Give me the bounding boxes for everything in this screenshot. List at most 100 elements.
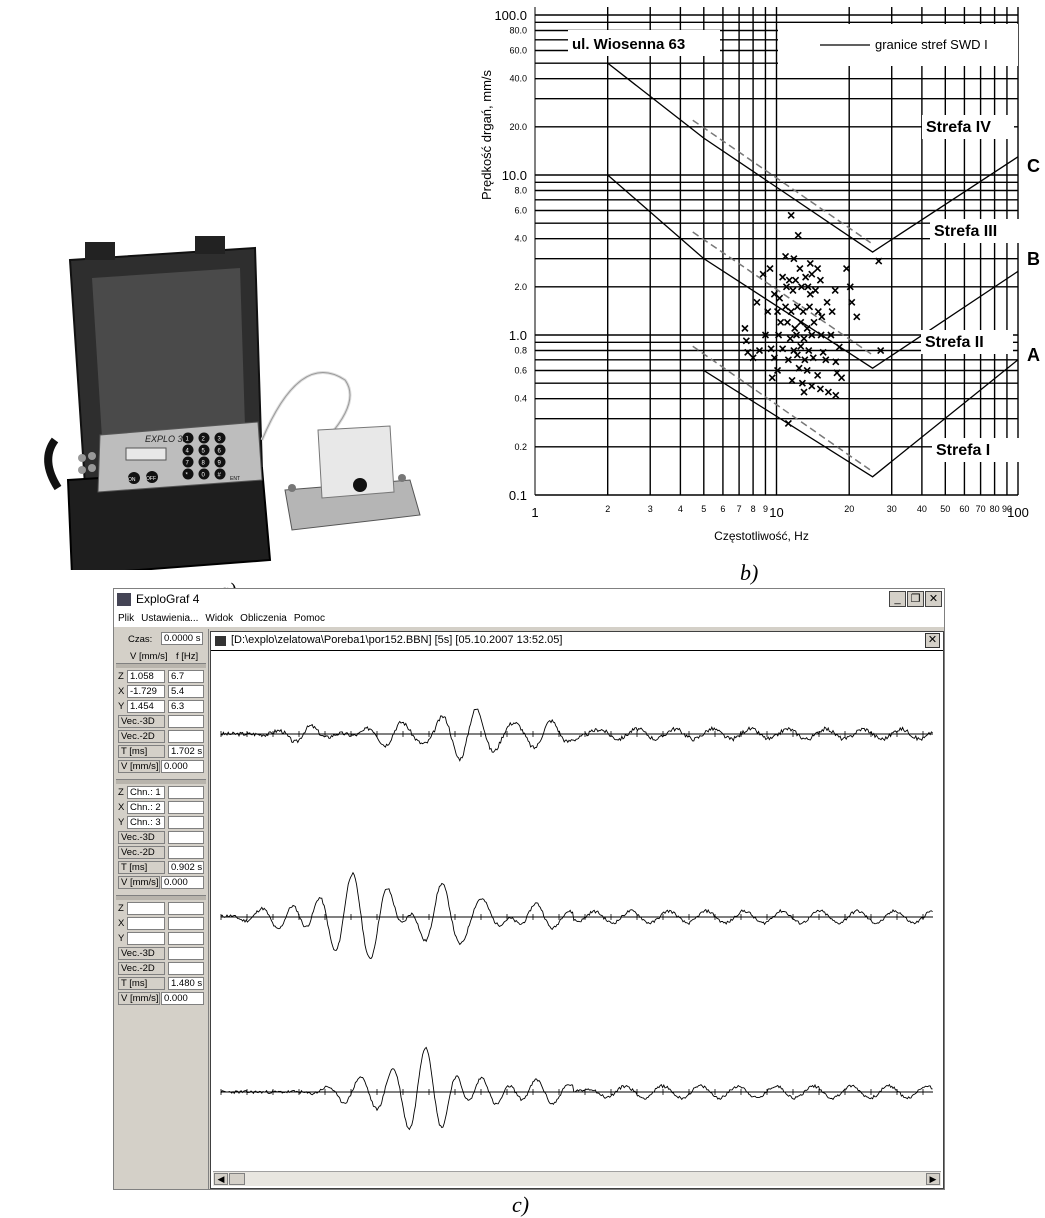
data-point — [773, 308, 782, 316]
data-point — [831, 286, 839, 294]
zone-label: Strefa IV — [926, 119, 991, 136]
y-empty-field[interactable] — [127, 932, 165, 945]
t-field[interactable]: 1.480 s — [168, 977, 204, 990]
v-field[interactable]: 0.000 — [161, 992, 204, 1005]
data-point — [798, 379, 806, 387]
keypad-key — [214, 432, 226, 444]
data-point — [814, 371, 822, 379]
zone-label: Strefa II — [925, 334, 984, 351]
v-field[interactable]: 0.000 — [161, 876, 204, 889]
data-point — [816, 276, 824, 284]
x-tick-label: 90 — [1002, 504, 1012, 514]
x-channel-field[interactable]: Chn.: 2 — [127, 801, 165, 814]
z-velocity-field[interactable]: 1.058 — [127, 670, 165, 683]
x-tick-label: 1 — [531, 505, 538, 520]
z-empty-field-2[interactable] — [168, 902, 204, 915]
scroll-right-button[interactable]: ▶ — [926, 1173, 940, 1185]
axis-x-label: X — [118, 918, 125, 929]
x-tick-label: 3 — [648, 504, 653, 514]
scroll-thumb[interactable] — [229, 1173, 245, 1185]
minimize-button[interactable]: _ — [889, 591, 906, 607]
zone-boundary-dashed — [692, 345, 874, 473]
block-separator — [116, 779, 206, 784]
y-velocity-field[interactable]: 1.454 — [127, 700, 165, 713]
data-point — [768, 374, 776, 382]
data-point — [838, 374, 846, 382]
y-frequency-field[interactable]: 6.3 — [168, 700, 204, 713]
keypad-key-label: 0 — [202, 473, 206, 479]
czas-field[interactable]: 0.0000 s — [161, 632, 203, 645]
menu-widok[interactable]: Widok — [205, 613, 234, 624]
x-empty-field[interactable] — [127, 917, 165, 930]
axis-z-label: Z — [118, 787, 124, 798]
menu-plik[interactable]: Plik — [118, 613, 135, 624]
data-point — [781, 252, 790, 260]
enter-label: ENT — [230, 476, 240, 482]
menu-ustawienia[interactable]: Ustawienia... — [141, 613, 199, 624]
y-tick-label: 0.8 — [514, 346, 527, 356]
v-field[interactable]: 0.000 — [161, 760, 204, 773]
vec3d-field[interactable] — [168, 715, 204, 728]
trace-Y — [220, 1046, 933, 1131]
v-column-header: V [mm/s] — [130, 651, 168, 662]
scroll-left-button[interactable]: ◀ — [214, 1173, 228, 1185]
block-separator — [116, 895, 206, 900]
t-field[interactable]: 0.902 s — [168, 861, 204, 874]
menu-pomoc[interactable]: Pomoc — [293, 613, 325, 624]
close-button[interactable]: ✕ — [925, 591, 942, 607]
y-channel-field[interactable]: Chn.: 3 — [127, 816, 165, 829]
chart-annotations: ul. Wiosenna 63 granice stref SWD I Strefa… — [568, 24, 1040, 462]
sensor-port — [353, 478, 367, 492]
f-column-header: f [Hz] — [176, 651, 199, 662]
zone-label-box — [922, 115, 1014, 139]
vec2d-field[interactable] — [168, 962, 204, 975]
axis-x-label: X — [118, 802, 125, 813]
data-point — [796, 265, 804, 273]
y-empty-field-2[interactable] — [168, 932, 204, 945]
off-button — [146, 471, 158, 483]
curve-label-A: A — [1027, 345, 1040, 365]
title-box — [568, 30, 720, 56]
data-point — [800, 388, 808, 396]
data-point — [803, 366, 811, 375]
axis-x-label: X — [118, 686, 125, 697]
vec3d-label: Vec.-3D — [118, 831, 165, 844]
x-frequency-field[interactable]: 5.4 — [168, 685, 204, 698]
data-point — [806, 290, 814, 298]
x-tick-label: 80 — [990, 504, 1000, 514]
y-tick-label: 8.0 — [514, 186, 527, 196]
z-channel-field[interactable]: Chn.: 1 — [127, 786, 165, 799]
x-velocity-field[interactable]: -1.729 — [127, 685, 165, 698]
menu-obliczenia[interactable]: Obliczenia — [240, 613, 287, 624]
data-point — [846, 283, 854, 291]
x-extra-field[interactable] — [168, 801, 204, 814]
vec3d-field[interactable] — [168, 831, 204, 844]
data-point — [775, 331, 783, 339]
lid-latch-left — [85, 242, 115, 260]
z-frequency-field[interactable]: 6.7 — [168, 670, 204, 683]
x-empty-field-2[interactable] — [168, 917, 204, 930]
keypad-key-label: # — [218, 473, 222, 479]
keypad-key-label: * — [186, 473, 189, 479]
vec2d-field[interactable] — [168, 730, 204, 743]
z-extra-field[interactable] — [168, 786, 204, 799]
data-point — [827, 331, 835, 339]
data-point — [808, 382, 816, 390]
horizontal-scrollbar[interactable]: ◀ ▶ — [213, 1171, 941, 1186]
vec2d-field[interactable] — [168, 846, 204, 859]
data-point — [767, 345, 775, 353]
document-close-button[interactable]: ✕ — [925, 633, 940, 648]
vec3d-field[interactable] — [168, 947, 204, 960]
data-point — [779, 345, 787, 353]
z-empty-field[interactable] — [127, 902, 165, 915]
x-tick-label: 8 — [751, 504, 756, 514]
keypad-key-label: 2 — [202, 437, 206, 443]
data-point — [790, 255, 798, 263]
y-tick-label: 0.6 — [514, 365, 527, 375]
restore-button[interactable]: ❐ — [907, 591, 924, 607]
data-point — [794, 231, 802, 239]
t-field[interactable]: 1.702 s — [168, 745, 204, 758]
y-extra-field[interactable] — [168, 816, 204, 829]
x-tick-label: 6 — [720, 504, 725, 514]
data-point — [817, 331, 825, 339]
